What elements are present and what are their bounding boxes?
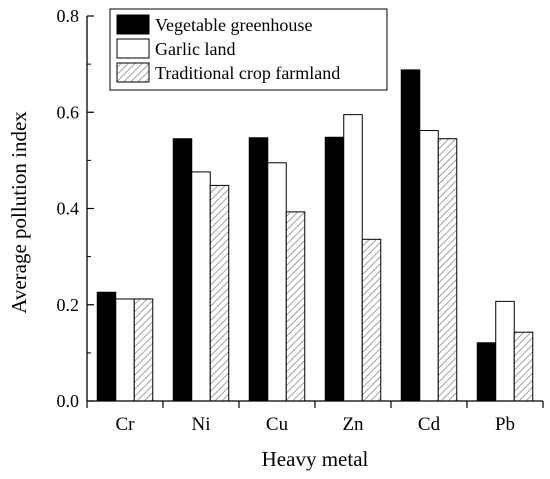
bar-cr-series-1 xyxy=(96,291,117,402)
y-tick-label: 0.2 xyxy=(57,295,80,315)
legend: Vegetable greenhouse Garlic land Tradition… xyxy=(109,8,388,91)
x-tick-label: Cu xyxy=(266,414,289,435)
legend-swatch-1 xyxy=(116,14,150,35)
x-axis-title: Heavy metal xyxy=(262,447,369,471)
bar-cu-series-2 xyxy=(267,162,287,402)
bar-zn-series-2 xyxy=(343,114,363,402)
bar-ni-series-3 xyxy=(209,184,230,402)
legend-label-3: Traditional crop farmland xyxy=(155,63,340,83)
bar-zn-series-1 xyxy=(324,136,345,402)
bar-cu-series-1 xyxy=(248,137,269,402)
bar-ni-series-1 xyxy=(172,138,193,402)
bar-ni-series-2 xyxy=(191,171,211,402)
bar-cd-series-3 xyxy=(437,138,458,402)
bar-pb-series-3 xyxy=(513,331,534,402)
y-tick-label: 0.6 xyxy=(57,102,80,122)
bar-pb-series-2 xyxy=(495,300,515,402)
legend-label-1: Vegetable greenhouse xyxy=(155,15,312,35)
bars-layer xyxy=(96,69,534,402)
x-tick-label: Cr xyxy=(116,414,136,435)
legend-swatch-2 xyxy=(116,38,150,59)
bar-cd-series-1 xyxy=(400,69,421,402)
bar-cd-series-2 xyxy=(419,130,439,402)
bar-pb-series-1 xyxy=(476,342,497,402)
legend-frame xyxy=(109,8,388,91)
bar-cu-series-3 xyxy=(285,211,306,402)
y-tick-label: 0.8 xyxy=(57,6,80,26)
bar-cr-series-2 xyxy=(115,298,135,402)
legend-label-2: Garlic land xyxy=(155,39,235,59)
legend-swatch-3 xyxy=(116,62,150,83)
y-tick-label: 0.0 xyxy=(57,391,80,411)
x-tick-label: Cd xyxy=(418,414,441,435)
axes-layer: 0.0 0.2 0.4 0.6 0.8 Cr Ni Cu Zn Cd Pb xyxy=(57,6,544,435)
y-tick-label: 0.4 xyxy=(57,199,80,219)
bar-cr-series-3 xyxy=(133,298,154,402)
y-axis-title: Average pollution index xyxy=(7,111,31,314)
x-tick-label: Zn xyxy=(342,414,364,435)
x-tick-label: Ni xyxy=(192,414,211,435)
x-tick-label: Pb xyxy=(495,414,515,435)
bar-zn-series-3 xyxy=(361,238,382,402)
